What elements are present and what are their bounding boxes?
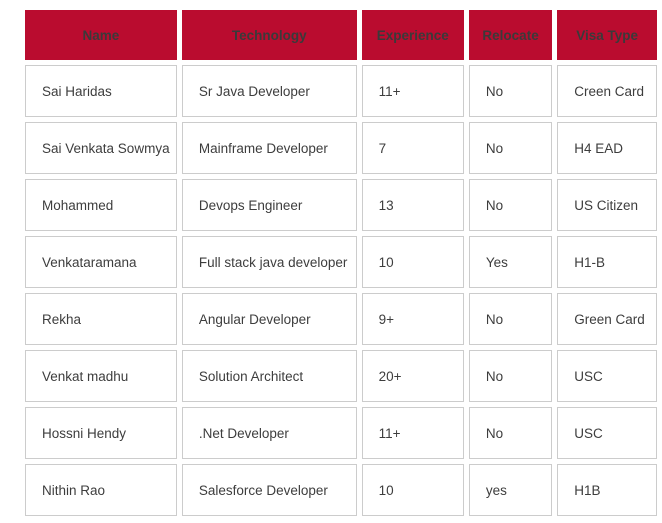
cell-relocate: No: [468, 293, 553, 345]
table-row: Sai Venkata Sowmya Mainframe Developer 7 No…: [25, 122, 657, 174]
cell-relocate: No: [468, 179, 553, 231]
column-header-relocate: Relocate: [468, 10, 553, 60]
cell-name: Nithin Rao: [25, 464, 177, 516]
cell-name: Venkat madhu: [25, 350, 177, 402]
cell-experience: 9+: [361, 293, 464, 345]
table-row: Nithin Rao Salesforce Developer 10 yes H1B: [25, 464, 657, 516]
cell-relocate: No: [468, 65, 553, 117]
table-row: Venkataramana Full stack java developer 10…: [25, 236, 657, 288]
cell-name: Mohammed: [25, 179, 177, 231]
cell-visa: H4 EAD: [557, 122, 657, 174]
column-header-name: Name: [25, 10, 177, 60]
column-header-technology: Technology: [181, 10, 357, 60]
cell-technology: Devops Engineer: [181, 179, 357, 231]
table-row: Venkat madhu Solution Architect 20+ No USC: [25, 350, 657, 402]
cell-relocate: No: [468, 407, 553, 459]
cell-technology: Sr Java Developer: [181, 65, 357, 117]
candidates-table: Name Technology Experience Relocate Visa Typ…: [20, 5, 662, 521]
cell-relocate: No: [468, 122, 553, 174]
cell-relocate: No: [468, 350, 553, 402]
cell-experience: 20+: [361, 350, 464, 402]
cell-visa: H1-B: [557, 236, 657, 288]
cell-experience: 13: [361, 179, 464, 231]
cell-name: Venkataramana: [25, 236, 177, 288]
cell-relocate: Yes: [468, 236, 553, 288]
table-row: Sai Haridas Sr Java Developer 11+ No Creen C…: [25, 65, 657, 117]
cell-technology: .Net Developer: [181, 407, 357, 459]
cell-technology: Full stack java developer: [181, 236, 357, 288]
table-row: Hossni Hendy .Net Developer 11+ No USC: [25, 407, 657, 459]
cell-visa: H1B: [557, 464, 657, 516]
cell-technology: Solution Architect: [181, 350, 357, 402]
cell-name: Hossni Hendy: [25, 407, 177, 459]
cell-experience: 10: [361, 236, 464, 288]
cell-technology: Mainframe Developer: [181, 122, 357, 174]
cell-relocate: yes: [468, 464, 553, 516]
cell-visa: USC: [557, 407, 657, 459]
cell-experience: 11+: [361, 407, 464, 459]
cell-technology: Angular Developer: [181, 293, 357, 345]
cell-visa: Creen Card: [557, 65, 657, 117]
cell-visa: US Citizen: [557, 179, 657, 231]
column-header-visa: Visa Type: [557, 10, 657, 60]
cell-visa: Green Card: [557, 293, 657, 345]
table-row: Mohammed Devops Engineer 13 No US Citizen: [25, 179, 657, 231]
cell-name: Sai Venkata Sowmya: [25, 122, 177, 174]
table-header-row: Name Technology Experience Relocate Visa Typ…: [25, 10, 657, 60]
cell-experience: 7: [361, 122, 464, 174]
cell-name: Sai Haridas: [25, 65, 177, 117]
cell-visa: USC: [557, 350, 657, 402]
cell-name: Rekha: [25, 293, 177, 345]
column-header-experience: Experience: [361, 10, 464, 60]
table-row: Rekha Angular Developer 9+ No Green Card: [25, 293, 657, 345]
cell-experience: 10: [361, 464, 464, 516]
cell-experience: 11+: [361, 65, 464, 117]
cell-technology: Salesforce Developer: [181, 464, 357, 516]
